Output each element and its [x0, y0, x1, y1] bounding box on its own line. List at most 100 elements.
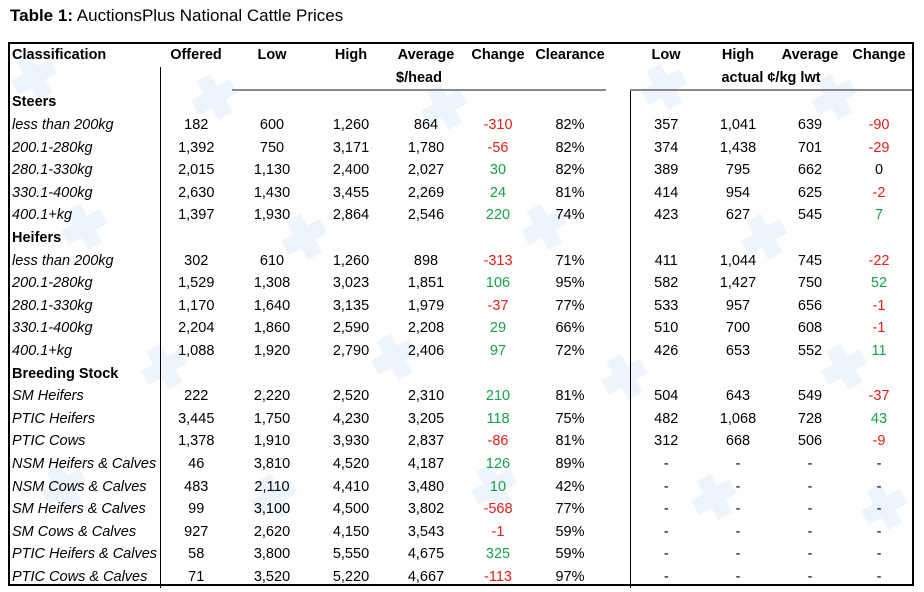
cell-high: 2,864	[332, 207, 370, 224]
cell-average-lwt: -	[807, 546, 813, 563]
cell-change: 30	[489, 162, 507, 179]
table-row: SM Heifers 222 2,220 2,520 2,310 210 81% 504 643…	[10, 384, 912, 408]
section-title: Breeding Stock	[12, 365, 119, 382]
cell-high-lwt: 795	[725, 162, 751, 179]
cell-average: 3,543	[407, 523, 445, 540]
table-body: Steers less than 200kg 182 600 1,260 864 -310 8…	[10, 90, 912, 589]
cell-classification: less than 200kg	[12, 117, 114, 134]
cell-clearance: 81%	[555, 184, 585, 201]
cell-offered: 1,170	[159, 294, 232, 318]
cell-classification: PTIC Heifers	[12, 410, 95, 427]
cell-high: 4,150	[332, 523, 370, 540]
cell-offered: 58	[159, 543, 232, 566]
table-row: SM Cows & Calves 927 2,620 4,150 3,543 -1 59% -…	[10, 520, 912, 544]
cell-low: 610	[259, 252, 285, 269]
cell-classification: 280.1-330kg	[12, 162, 93, 179]
cell-offered: 483	[159, 475, 232, 498]
cell-average-lwt: -	[807, 568, 813, 585]
cell-average: 1,851	[407, 275, 445, 292]
cell-average: 898	[413, 252, 439, 269]
cell-low: 1,430	[253, 184, 291, 201]
cell-average-lwt: 506	[797, 433, 823, 450]
header-high-lwt: High	[721, 47, 755, 64]
cell-offered: 927	[159, 520, 232, 544]
cell-classification: 330.1-400kg	[12, 320, 93, 337]
cell-low-lwt: 426	[629, 339, 702, 363]
cell-average: 3,802	[407, 501, 445, 518]
cell-change: -56	[487, 139, 509, 156]
cell-high: 1,260	[332, 252, 370, 269]
cell-low: 1,920	[253, 343, 291, 360]
cell-high-lwt: 668	[725, 433, 751, 450]
cell-offered: 302	[159, 249, 232, 272]
cell-high-lwt: 1,427	[719, 275, 757, 292]
cell-high: 3,171	[332, 139, 370, 156]
cell-low-lwt: 533	[629, 294, 702, 318]
cell-low: 1,750	[253, 410, 291, 427]
cell-change: 118	[486, 410, 510, 427]
table-row: less than 200kg 182 600 1,260 864 -310 82% 357 1…	[10, 113, 912, 137]
cell-clearance: 42%	[555, 478, 585, 495]
cell-high-lwt: 957	[725, 297, 751, 314]
cell-change-lwt: -	[876, 523, 882, 540]
cell-average-lwt: 545	[797, 207, 823, 224]
section-row: Breeding Stock	[10, 362, 912, 385]
cell-low-lwt: 504	[629, 384, 702, 408]
cell-classification: SM Heifers & Calves	[12, 501, 146, 518]
cell-change: 220	[485, 207, 511, 224]
cell-high-lwt: 1,041	[719, 117, 757, 134]
cell-clearance: 82%	[555, 117, 585, 134]
cell-low-lwt: 510	[629, 317, 702, 340]
cell-classification: PTIC Heifers & Calves	[12, 546, 158, 563]
cell-classification: 200.1-280kg	[12, 275, 93, 292]
cell-high: 4,500	[332, 501, 370, 518]
header-clearance: Clearance	[535, 47, 605, 64]
cell-low: 750	[259, 139, 285, 156]
cell-average-lwt: 552	[797, 343, 823, 360]
cell-average-lwt: 750	[797, 275, 823, 292]
cell-change-lwt: -29	[868, 139, 890, 156]
table-row: PTIC Heifers & Calves 58 3,800 5,550 4,675 32…	[10, 543, 912, 566]
cell-classification: PTIC Cows & Calves	[12, 568, 148, 585]
cattle-prices-table: Classification Offered Low High Average …	[10, 44, 912, 589]
cell-low: 3,810	[253, 455, 291, 472]
cell-high: 2,590	[332, 320, 370, 337]
cell-change-lwt: -9	[872, 433, 886, 450]
cell-average-lwt: 701	[797, 139, 823, 156]
unit-per-head: $/head	[232, 66, 606, 92]
cell-average-lwt: 639	[797, 117, 823, 134]
cell-change-lwt: -	[876, 455, 882, 472]
cell-change: -313	[483, 252, 513, 269]
cell-high: 4,230	[332, 410, 370, 427]
header-low-lwt: Low	[651, 47, 681, 64]
cell-low-lwt: -	[629, 565, 702, 589]
cell-average-lwt: 656	[797, 297, 823, 314]
header-low: Low	[257, 47, 287, 64]
cell-high: 5,550	[332, 546, 370, 563]
cell-change-lwt: -	[876, 546, 882, 563]
section-title: Heifers	[12, 230, 62, 247]
cell-average-lwt: -	[807, 455, 813, 472]
cell-low-lwt: -	[629, 520, 702, 544]
cell-change-lwt: -1	[872, 320, 886, 337]
section-title: Steers	[12, 93, 57, 110]
cell-low-lwt: 582	[629, 271, 702, 295]
cell-clearance: 95%	[555, 275, 585, 292]
table-row: 330.1-400kg 2,204 1,860 2,590 2,208 29 66% 510 7…	[10, 317, 912, 340]
cell-offered: 2,204	[159, 317, 232, 340]
cell-classification: NSM Cows & Calves	[12, 478, 147, 495]
cell-clearance: 77%	[555, 501, 585, 518]
cell-change-lwt: -90	[868, 117, 890, 134]
cell-clearance: 81%	[555, 433, 585, 450]
cell-average: 2,310	[407, 388, 445, 405]
cell-clearance: 59%	[555, 546, 585, 563]
cell-low: 600	[259, 117, 285, 134]
cell-clearance: 77%	[555, 297, 585, 314]
cell-change: -37	[487, 297, 509, 314]
cell-average: 2,406	[407, 343, 445, 360]
cell-high-lwt: 1,438	[719, 139, 757, 156]
cell-high-lwt: 1,068	[719, 410, 757, 427]
cell-low: 1,308	[253, 275, 291, 292]
caption-title: AuctionsPlus National Cattle Prices	[72, 6, 344, 25]
cell-change-lwt: -	[876, 568, 882, 585]
